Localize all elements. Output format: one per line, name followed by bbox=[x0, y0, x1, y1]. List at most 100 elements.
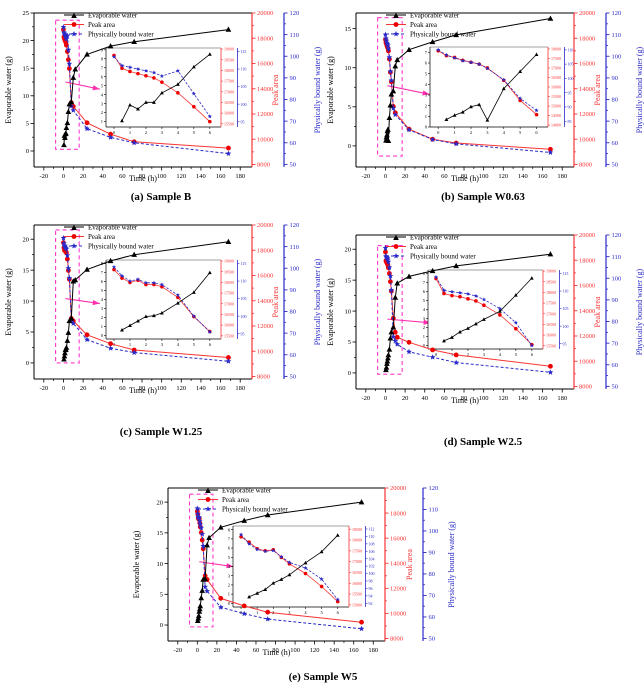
svg-text:100: 100 bbox=[369, 571, 375, 576]
svg-text:8000: 8000 bbox=[257, 374, 270, 381]
inset-series-physically-bound-water bbox=[436, 47, 539, 113]
svg-text:20: 20 bbox=[157, 499, 164, 506]
svg-text:120: 120 bbox=[290, 222, 300, 229]
svg-text:80: 80 bbox=[272, 647, 279, 654]
svg-text:17000: 17000 bbox=[546, 311, 556, 316]
svg-text:5: 5 bbox=[423, 298, 426, 303]
caption-sample-w25: (d) Sample W2.5 bbox=[443, 436, 523, 448]
svg-text:0: 0 bbox=[384, 173, 387, 180]
svg-text:4: 4 bbox=[423, 307, 426, 312]
svg-text:160: 160 bbox=[216, 173, 226, 180]
svg-text:15000: 15000 bbox=[551, 104, 561, 109]
axes: -20 0 20 40 60 80 100 120 140 160 1800510158000100… bbox=[326, 10, 644, 183]
svg-text:8: 8 bbox=[228, 527, 231, 532]
svg-text:1: 1 bbox=[129, 342, 131, 347]
svg-text:14000: 14000 bbox=[257, 298, 273, 305]
svg-text:95: 95 bbox=[241, 119, 245, 124]
svg-text:18000: 18000 bbox=[546, 290, 556, 295]
svg-text:Peak area: Peak area bbox=[593, 74, 602, 105]
svg-text:100: 100 bbox=[563, 324, 569, 329]
svg-text:10: 10 bbox=[23, 93, 30, 100]
caption-sample-w125: (c) Sample W1.25 bbox=[119, 426, 203, 438]
svg-text:16000: 16000 bbox=[224, 323, 234, 328]
svg-text:2: 2 bbox=[228, 583, 230, 588]
series-physically-bound-water bbox=[382, 244, 554, 375]
svg-text:15500: 15500 bbox=[224, 121, 234, 126]
svg-text:95: 95 bbox=[241, 331, 245, 336]
svg-text:16000: 16000 bbox=[390, 535, 406, 542]
svg-text:90: 90 bbox=[612, 297, 619, 304]
svg-text:60: 60 bbox=[253, 647, 259, 654]
zoom-arrow bbox=[65, 81, 100, 91]
svg-text:160: 160 bbox=[216, 385, 226, 392]
svg-text:18000: 18000 bbox=[257, 35, 273, 42]
svg-text:16000: 16000 bbox=[352, 581, 362, 586]
svg-text:Physically bound water (g): Physically bound water (g) bbox=[313, 258, 322, 345]
svg-text:80: 80 bbox=[461, 173, 468, 180]
svg-text:15500: 15500 bbox=[546, 343, 556, 348]
svg-text:120: 120 bbox=[290, 10, 300, 17]
svg-text:20000: 20000 bbox=[390, 485, 406, 492]
svg-text:100: 100 bbox=[290, 53, 300, 60]
svg-text:0: 0 bbox=[196, 647, 199, 654]
svg-text:105: 105 bbox=[568, 62, 574, 67]
svg-text:90: 90 bbox=[290, 75, 297, 82]
svg-text:100: 100 bbox=[479, 173, 489, 180]
highlight-box bbox=[377, 17, 403, 157]
svg-text:100: 100 bbox=[241, 102, 247, 107]
svg-text:50: 50 bbox=[429, 636, 436, 643]
svg-text:20: 20 bbox=[80, 385, 87, 392]
svg-text:-20: -20 bbox=[39, 173, 48, 180]
svg-text:14500: 14500 bbox=[551, 113, 561, 118]
svg-text:3: 3 bbox=[101, 101, 104, 106]
chart-sample-b: -20 0 20 40 60 80 100 120 140 160 1800510152025800… bbox=[4, 10, 322, 183]
svg-text:6: 6 bbox=[337, 610, 340, 615]
svg-text:0: 0 bbox=[160, 622, 163, 629]
zoom-arrow bbox=[65, 298, 100, 306]
svg-text:Time (h): Time (h) bbox=[129, 174, 157, 183]
svg-text:Physically bound water: Physically bound water bbox=[410, 252, 476, 260]
svg-text:Physically bound water (g): Physically bound water (g) bbox=[447, 521, 456, 608]
svg-text:3: 3 bbox=[483, 352, 486, 357]
inset-chart: 0 1 2 3 4 5 6012345678155001600016500170001750… bbox=[101, 259, 247, 347]
svg-text:Evaporable water: Evaporable water bbox=[88, 11, 138, 19]
svg-text:105: 105 bbox=[563, 306, 569, 311]
svg-text:110: 110 bbox=[429, 507, 439, 514]
svg-text:Evaporable water: Evaporable water bbox=[410, 233, 460, 241]
svg-text:12000: 12000 bbox=[257, 323, 273, 330]
svg-text:5: 5 bbox=[228, 555, 231, 560]
svg-text:10000: 10000 bbox=[257, 348, 273, 355]
panel-sample-w5: -20 0 20 40 60 80 100 120 140 160 180 0 5 10 15 20 8000 1… bbox=[128, 456, 518, 683]
svg-text:18500: 18500 bbox=[352, 527, 362, 532]
svg-text:70: 70 bbox=[429, 593, 436, 600]
svg-text:120: 120 bbox=[310, 647, 320, 654]
svg-text:20: 20 bbox=[402, 395, 409, 402]
svg-text:4: 4 bbox=[503, 130, 506, 135]
svg-text:115: 115 bbox=[241, 49, 247, 54]
svg-text:0: 0 bbox=[113, 130, 116, 135]
svg-text:Physically bound water (g): Physically bound water (g) bbox=[635, 46, 644, 133]
svg-text:18000: 18000 bbox=[579, 35, 595, 42]
svg-text:12000: 12000 bbox=[579, 111, 595, 118]
svg-text:0: 0 bbox=[435, 352, 438, 357]
svg-text:50: 50 bbox=[612, 162, 619, 169]
svg-text:Physically bound water (g): Physically bound water (g) bbox=[313, 46, 322, 133]
svg-text:0: 0 bbox=[62, 173, 65, 180]
svg-text:Physically bound water: Physically bound water bbox=[410, 30, 476, 38]
svg-text:115: 115 bbox=[563, 271, 569, 276]
svg-text:1: 1 bbox=[101, 119, 103, 124]
svg-text:4: 4 bbox=[499, 352, 502, 357]
svg-text:20000: 20000 bbox=[257, 10, 273, 17]
svg-text:Evaporable water: Evaporable water bbox=[88, 223, 138, 231]
axes: -20 0 20 40 60 80 100 120 140 160 1800510152080001… bbox=[4, 222, 322, 395]
series-evaporable-water bbox=[383, 15, 554, 144]
panel-sample-w063: -20 0 20 40 60 80 100 120 140 160 180 0 5 10 15 8000 100… bbox=[322, 0, 644, 203]
svg-text:Time (h): Time (h) bbox=[263, 648, 291, 657]
svg-text:17500: 17500 bbox=[224, 79, 234, 84]
inset-series-physically-bound-water bbox=[111, 264, 212, 334]
panel-sample-b: -20 0 20 40 60 80 100 120 140 160 180 0 5 10 15 20 25 800… bbox=[0, 0, 322, 203]
svg-text:18500: 18500 bbox=[224, 57, 234, 62]
svg-text:15500: 15500 bbox=[352, 592, 362, 597]
svg-text:-20: -20 bbox=[39, 385, 48, 392]
